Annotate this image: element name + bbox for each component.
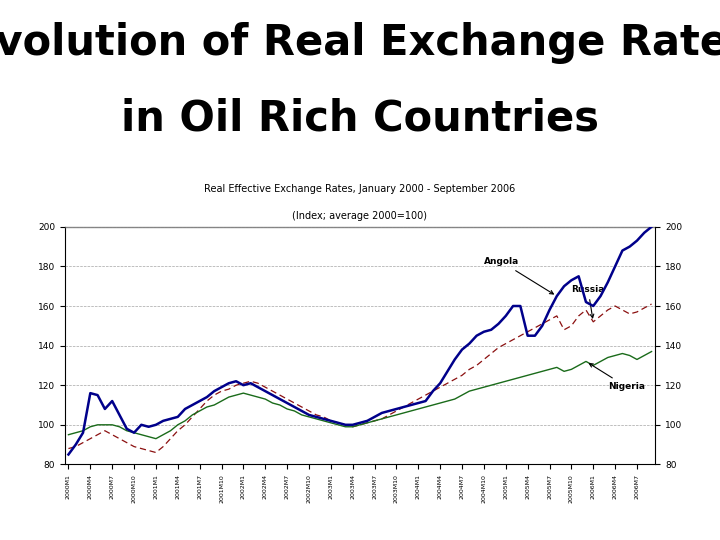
Text: in Oil Rich Countries: in Oil Rich Countries bbox=[121, 97, 599, 139]
Text: Real Effective Exchange Rates, January 2000 - September 2006: Real Effective Exchange Rates, January 2… bbox=[204, 184, 516, 194]
Text: Nigeria: Nigeria bbox=[590, 363, 645, 391]
Text: Evolution of Real Exchange Rates: Evolution of Real Exchange Rates bbox=[0, 22, 720, 64]
Text: (Index; average 2000=100): (Index; average 2000=100) bbox=[292, 211, 428, 221]
Text: Angola: Angola bbox=[484, 258, 554, 294]
Text: Russia: Russia bbox=[572, 285, 605, 318]
